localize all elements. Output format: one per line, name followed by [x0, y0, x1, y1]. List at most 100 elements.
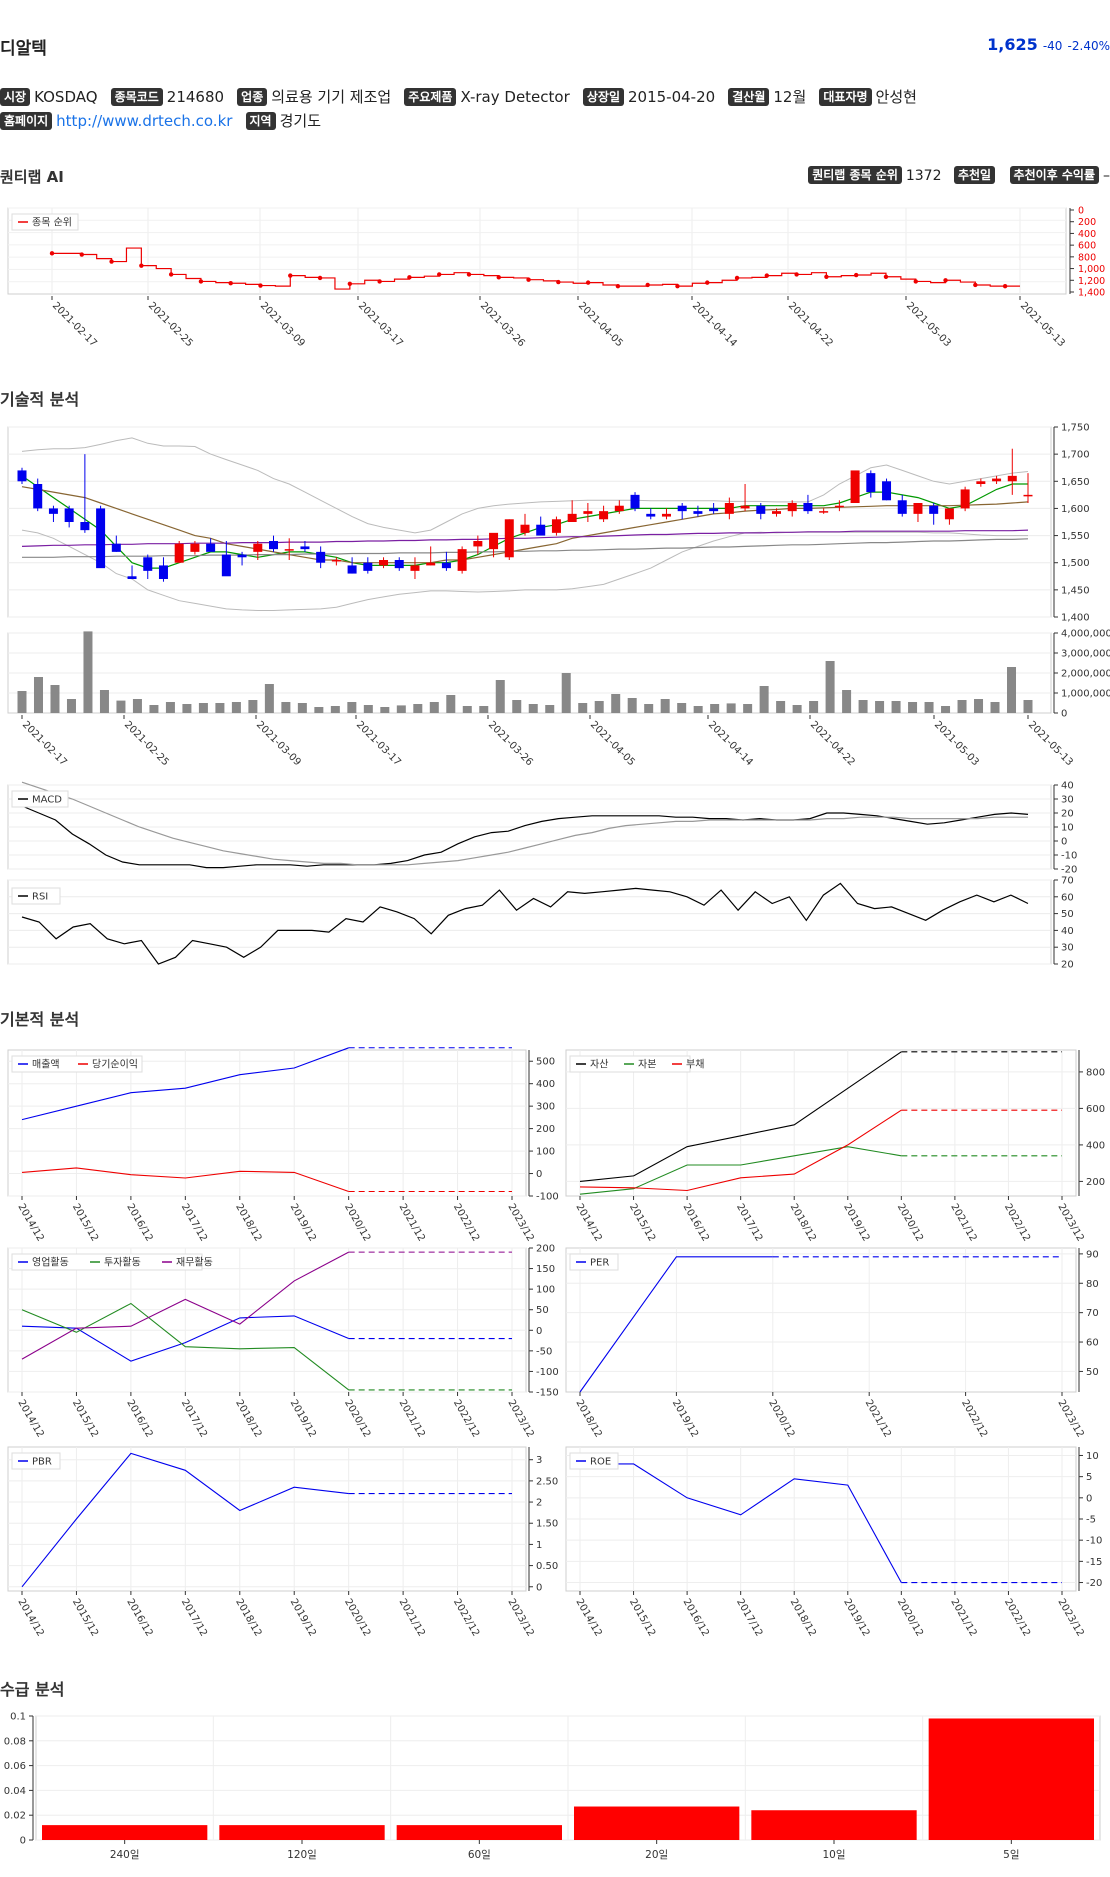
- info-row-2: 홈페이지 http://www.drtech.co.kr 지역 경기도: [0, 110, 329, 131]
- candle-body: [316, 551, 326, 563]
- legend-label: PER: [590, 1258, 609, 1269]
- x-tick-label: 2021-04-22: [786, 300, 835, 349]
- x-tick-label: 2021/12: [397, 1597, 427, 1638]
- supply-bar: [928, 1718, 1094, 1840]
- series-line-1: [21, 1167, 349, 1193]
- candle-body: [206, 543, 216, 552]
- macd-line-0: [21, 805, 1029, 869]
- y-tick-label: 1,450: [1061, 585, 1090, 596]
- candle-body: [756, 505, 766, 514]
- y-tick-label: 70: [1086, 1308, 1099, 1319]
- candle-body: [630, 494, 640, 509]
- y-tick-label: 800: [1086, 1067, 1105, 1078]
- rank-point: [49, 251, 55, 256]
- rank-point: [734, 275, 740, 281]
- y-tick-label: 90: [1086, 1249, 1099, 1260]
- rank-point: [317, 275, 323, 281]
- volume-bar: [1023, 700, 1033, 713]
- volume-bar: [825, 661, 835, 713]
- volume-bar: [132, 699, 142, 713]
- y-tick-label: 30: [1061, 795, 1074, 806]
- candle-body: [64, 508, 74, 522]
- moving-average-ma20: [21, 486, 1029, 564]
- volume-bar: [264, 684, 274, 713]
- volume-chart: 0 1,000,000 2,000,000 3,000,000 4,000,000 202…: [7, 629, 1110, 768]
- candle-body: [410, 565, 420, 571]
- rank-point: [79, 252, 84, 257]
- plot-frame: [7, 879, 1052, 965]
- candle-body: [379, 560, 389, 566]
- candle-body: [693, 511, 703, 514]
- rank-point: [973, 282, 978, 288]
- per-chart: PER 50 60 70 80 90 2018/12 2019/12 2020/12 2021/1…: [565, 1247, 1099, 1439]
- price-change: -40: [1042, 39, 1063, 53]
- y-tick-label: -20: [1061, 865, 1077, 876]
- homepage-link[interactable]: http://www.drtech.co.kr: [56, 112, 233, 130]
- y-tick-label: 1,750: [1061, 423, 1090, 434]
- series-line-2: [579, 1109, 902, 1192]
- legend-label: 재무활동: [176, 1256, 213, 1269]
- moving-average-ma120: [22, 538, 1029, 558]
- series-line-0: [579, 1256, 773, 1393]
- rank-point: [139, 263, 144, 268]
- x-tick-label: 2021-04-05: [588, 719, 637, 768]
- x-tick-label: 10일: [822, 1848, 845, 1861]
- y-tick-label: 500: [536, 1057, 555, 1068]
- volume-bar: [83, 631, 93, 713]
- x-tick-label: 2022/12: [959, 1398, 989, 1439]
- rank-point: [258, 283, 263, 288]
- x-tick-label: 2020/12: [342, 1398, 372, 1439]
- x-tick-label: 2021-03-26: [486, 719, 535, 768]
- company-name: 디알텍: [0, 39, 47, 59]
- x-tick-label: 2017/12: [734, 1597, 764, 1638]
- y-tick-label: 3: [536, 1455, 542, 1466]
- volume-bar: [858, 700, 868, 713]
- supply-bar: [219, 1825, 385, 1840]
- y-tick-label: 60: [1061, 892, 1074, 903]
- candle-body: [976, 481, 986, 484]
- volume-bar: [875, 701, 885, 713]
- volume-bar: [726, 703, 736, 713]
- y-tick-label: 0: [1061, 837, 1067, 848]
- y-tick-label: 60: [1086, 1338, 1099, 1349]
- y-tick-label: 20: [1061, 809, 1074, 820]
- y-tick-label: 0: [1061, 709, 1067, 720]
- badge-rank: 퀀티랩 종목 순위: [808, 166, 902, 184]
- rank-point: [883, 274, 889, 279]
- rank-point: [794, 272, 799, 277]
- volume-bar: [149, 705, 159, 713]
- x-tick-label: 2021/12: [863, 1398, 893, 1439]
- candle-body: [127, 576, 137, 579]
- rank-point: [347, 281, 353, 286]
- x-tick-label: 2020/12: [342, 1202, 372, 1243]
- x-tick-label: 2019/12: [288, 1202, 318, 1243]
- y-tick-label: 100: [536, 1285, 555, 1296]
- volume-bar: [908, 702, 918, 713]
- fiscal-value: 12월: [773, 88, 807, 106]
- candle-body: [426, 562, 436, 566]
- volume-bar: [611, 694, 621, 713]
- plot-frame: [7, 1446, 527, 1592]
- volume-bar: [215, 703, 225, 713]
- y-tick-label: 5: [1086, 1472, 1092, 1483]
- badge-homepage: 홈페이지: [0, 112, 53, 130]
- volume-bar: [842, 690, 852, 713]
- y-tick-label: 0: [1086, 1493, 1092, 1504]
- y-tick-label: 40: [1061, 781, 1074, 792]
- candle-body: [143, 557, 153, 571]
- y-tick-label: 600: [1086, 1104, 1105, 1115]
- legend-box: [569, 1452, 619, 1470]
- volume-bar: [660, 699, 670, 713]
- x-tick-label: 2020/12: [766, 1398, 796, 1439]
- x-tick-label: 2015/12: [70, 1202, 100, 1243]
- y-tick-label: 1,600: [1061, 504, 1090, 515]
- rank-point: [496, 275, 501, 280]
- y-tick-label: 0.06: [4, 1761, 26, 1772]
- candle-body: [489, 532, 499, 550]
- legend-label: 종목 순위: [32, 216, 72, 229]
- volume-bar: [116, 700, 126, 713]
- x-tick-label: 20일: [645, 1848, 668, 1861]
- candle-body: [960, 489, 970, 509]
- candle-body: [740, 505, 750, 509]
- rsi-chart: RSI 20 30 40 50 60 70: [7, 876, 1074, 971]
